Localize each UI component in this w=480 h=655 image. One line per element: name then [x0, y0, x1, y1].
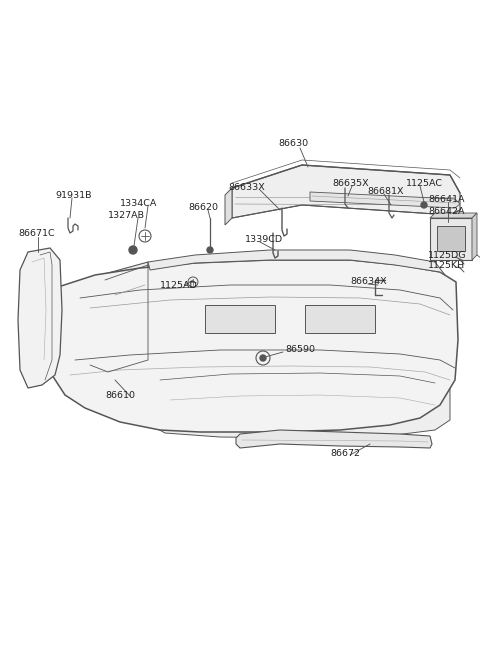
- Polygon shape: [472, 213, 477, 260]
- Text: 1334CA: 1334CA: [120, 198, 157, 208]
- Bar: [305, 305, 375, 333]
- Polygon shape: [140, 354, 450, 438]
- Polygon shape: [65, 262, 148, 385]
- Text: 86590: 86590: [285, 345, 315, 354]
- Polygon shape: [430, 213, 477, 218]
- Polygon shape: [236, 430, 432, 448]
- Polygon shape: [18, 248, 62, 388]
- Text: 1327AB: 1327AB: [108, 212, 145, 221]
- Text: 1125AD: 1125AD: [160, 280, 198, 290]
- Text: 86642A: 86642A: [428, 206, 465, 215]
- Polygon shape: [225, 188, 232, 225]
- Polygon shape: [310, 192, 460, 208]
- Polygon shape: [430, 218, 472, 260]
- Text: 86634X: 86634X: [350, 278, 386, 286]
- Circle shape: [129, 246, 137, 254]
- Bar: [437, 226, 465, 251]
- Circle shape: [421, 202, 427, 208]
- Polygon shape: [232, 165, 460, 218]
- Text: 91931B: 91931B: [55, 191, 92, 200]
- Polygon shape: [148, 250, 445, 275]
- Text: 86672: 86672: [330, 449, 360, 457]
- Circle shape: [260, 355, 266, 361]
- Text: 86610: 86610: [105, 390, 135, 400]
- Text: 1125DG: 1125DG: [428, 250, 467, 259]
- Text: 86630: 86630: [278, 138, 308, 147]
- Text: 86633X: 86633X: [228, 183, 265, 191]
- Text: 86681X: 86681X: [367, 187, 404, 195]
- Text: 1125KH: 1125KH: [428, 261, 465, 271]
- Text: 86635X: 86635X: [332, 179, 369, 187]
- Polygon shape: [50, 260, 458, 432]
- Text: 1339CD: 1339CD: [245, 236, 283, 244]
- Text: 86671C: 86671C: [18, 229, 55, 238]
- Text: 86620: 86620: [188, 202, 218, 212]
- Text: 1125AC: 1125AC: [406, 179, 443, 187]
- Circle shape: [207, 247, 213, 253]
- Text: 86641A: 86641A: [428, 195, 465, 204]
- Bar: [205, 305, 275, 333]
